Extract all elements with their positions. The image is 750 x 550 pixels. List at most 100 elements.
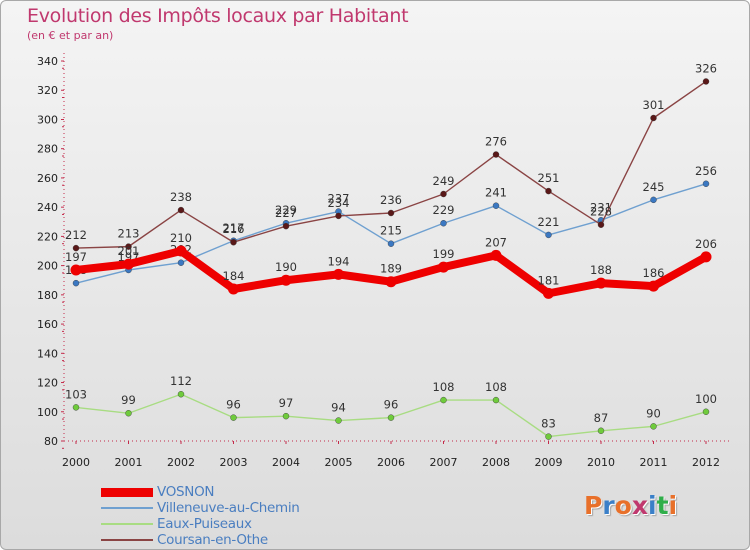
data-point-eaux-puiseaux — [230, 414, 237, 421]
data-point-vosnon — [490, 249, 502, 261]
data-label-vosnon: 210 — [170, 231, 192, 245]
x-tick-label: 2004 — [272, 456, 300, 469]
data-label-eaux-puiseaux: 87 — [594, 411, 609, 425]
data-point-coursan-en-othe — [440, 190, 447, 198]
x-tick-label: 2006 — [377, 456, 405, 469]
x-tick-label: 2001 — [115, 456, 143, 469]
y-tick-label: 300 — [37, 113, 58, 126]
legend-swatch — [101, 488, 153, 497]
data-label-vosnon: 189 — [380, 262, 402, 276]
y-tick-label: 120 — [37, 377, 58, 390]
logo-letter: t — [656, 491, 669, 520]
data-point-villeneuve-au-chemin — [650, 196, 657, 204]
data-label-coursan-en-othe: 249 — [433, 174, 455, 188]
data-label-coursan-en-othe: 216 — [223, 222, 245, 236]
data-label-coursan-en-othe: 234 — [328, 196, 350, 210]
data-label-eaux-puiseaux: 103 — [65, 387, 87, 401]
x-tick-label: 2003 — [220, 456, 248, 469]
y-tick-label: 240 — [37, 201, 58, 214]
data-label-vosnon: 184 — [223, 269, 245, 283]
data-point-coursan-en-othe — [72, 244, 80, 252]
data-label-coursan-en-othe: 228 — [590, 205, 612, 219]
y-tick-label: 220 — [37, 230, 58, 243]
data-label-eaux-puiseaux: 83 — [541, 417, 556, 431]
data-label-villeneuve-au-chemin: 217 — [223, 221, 245, 235]
data-point-eaux-puiseaux — [492, 396, 500, 404]
legend-label: VOSNON — [157, 484, 215, 500]
logo-letter: o — [614, 491, 632, 520]
legend-swatch — [101, 507, 153, 509]
proxiti-logo: Proxiti — [584, 491, 677, 520]
data-label-eaux-puiseaux: 99 — [121, 393, 136, 407]
legend-label: Coursan-en-Othe — [157, 532, 268, 548]
data-label-coursan-en-othe: 276 — [485, 135, 507, 149]
data-label-vosnon: 188 — [590, 263, 612, 277]
data-point-eaux-puiseaux — [545, 433, 552, 440]
y-tick-label: 280 — [37, 143, 58, 156]
data-label-villeneuve-au-chemin: 229 — [275, 203, 297, 217]
data-label-vosnon: 199 — [433, 247, 455, 261]
data-label-villeneuve-au-chemin: 245 — [643, 180, 665, 194]
legend-label: Villeneuve-au-Chemin — [157, 500, 300, 516]
data-point-coursan-en-othe — [702, 78, 710, 85]
data-label-vosnon: 186 — [643, 266, 665, 280]
x-tick-label: 2008 — [482, 456, 510, 469]
legend-label: Eaux-Puiseaux — [157, 516, 252, 532]
y-tick-label: 320 — [37, 84, 58, 97]
data-label-vosnon: 197 — [65, 250, 87, 264]
data-point-vosnon — [438, 261, 449, 273]
data-point-coursan-en-othe — [545, 187, 552, 195]
data-point-vosnon — [175, 245, 187, 257]
data-point-villeneuve-au-chemin — [702, 180, 710, 187]
logo-letter: r — [602, 491, 615, 520]
data-point-vosnon — [700, 251, 712, 263]
data-label-vosnon: 194 — [328, 254, 350, 268]
y-tick-label: 200 — [37, 260, 58, 273]
data-label-coursan-en-othe: 301 — [643, 98, 665, 112]
data-point-villeneuve-au-chemin — [72, 279, 80, 287]
data-point-eaux-puiseaux — [282, 412, 290, 420]
data-label-coursan-en-othe: 326 — [695, 61, 717, 75]
data-point-eaux-puiseaux — [650, 423, 657, 430]
data-point-coursan-en-othe — [125, 243, 132, 250]
data-point-eaux-puiseaux — [335, 417, 342, 424]
x-tick-label: 2000 — [62, 456, 90, 469]
data-point-villeneuve-au-chemin — [440, 220, 447, 227]
data-point-vosnon — [595, 277, 607, 289]
logo-letter: i — [648, 491, 657, 520]
data-point-eaux-puiseaux — [702, 408, 710, 415]
legend-swatch — [101, 539, 153, 541]
data-label-vosnon: 181 — [538, 273, 560, 287]
chart-subtitle: (en € et par an) — [27, 29, 114, 42]
data-label-coursan-en-othe: 227 — [275, 206, 297, 220]
x-tick-label: 2009 — [535, 456, 563, 469]
y-tick-label: 180 — [37, 289, 58, 302]
data-label-vosnon: 201 — [118, 244, 140, 258]
data-label-eaux-puiseaux: 100 — [695, 392, 717, 406]
y-tick-label: 160 — [37, 318, 58, 331]
data-label-villeneuve-au-chemin: 237 — [328, 192, 350, 206]
data-point-eaux-puiseaux — [440, 396, 447, 404]
logo-letter: i — [668, 491, 678, 520]
data-point-vosnon — [228, 283, 239, 295]
data-label-coursan-en-othe: 251 — [538, 171, 560, 185]
data-label-villeneuve-au-chemin: 256 — [695, 164, 717, 178]
data-point-eaux-puiseaux — [387, 414, 395, 421]
data-label-villeneuve-au-chemin: 215 — [380, 224, 402, 238]
data-label-eaux-puiseaux: 97 — [279, 396, 294, 410]
data-point-vosnon — [385, 276, 397, 288]
data-point-coursan-en-othe — [492, 151, 500, 158]
data-label-coursan-en-othe: 212 — [65, 228, 87, 242]
data-point-vosnon — [123, 258, 134, 270]
data-label-villeneuve-au-chemin: 229 — [433, 203, 455, 217]
data-label-eaux-puiseaux: 96 — [226, 398, 241, 412]
logo-letter: x — [631, 491, 648, 520]
data-point-vosnon — [543, 287, 554, 299]
legend-swatch — [101, 523, 153, 525]
x-tick-label: 2007 — [430, 456, 458, 469]
y-tick-label: 100 — [37, 406, 58, 419]
y-tick-label: 260 — [37, 172, 58, 185]
data-label-villeneuve-au-chemin: 221 — [538, 215, 560, 229]
